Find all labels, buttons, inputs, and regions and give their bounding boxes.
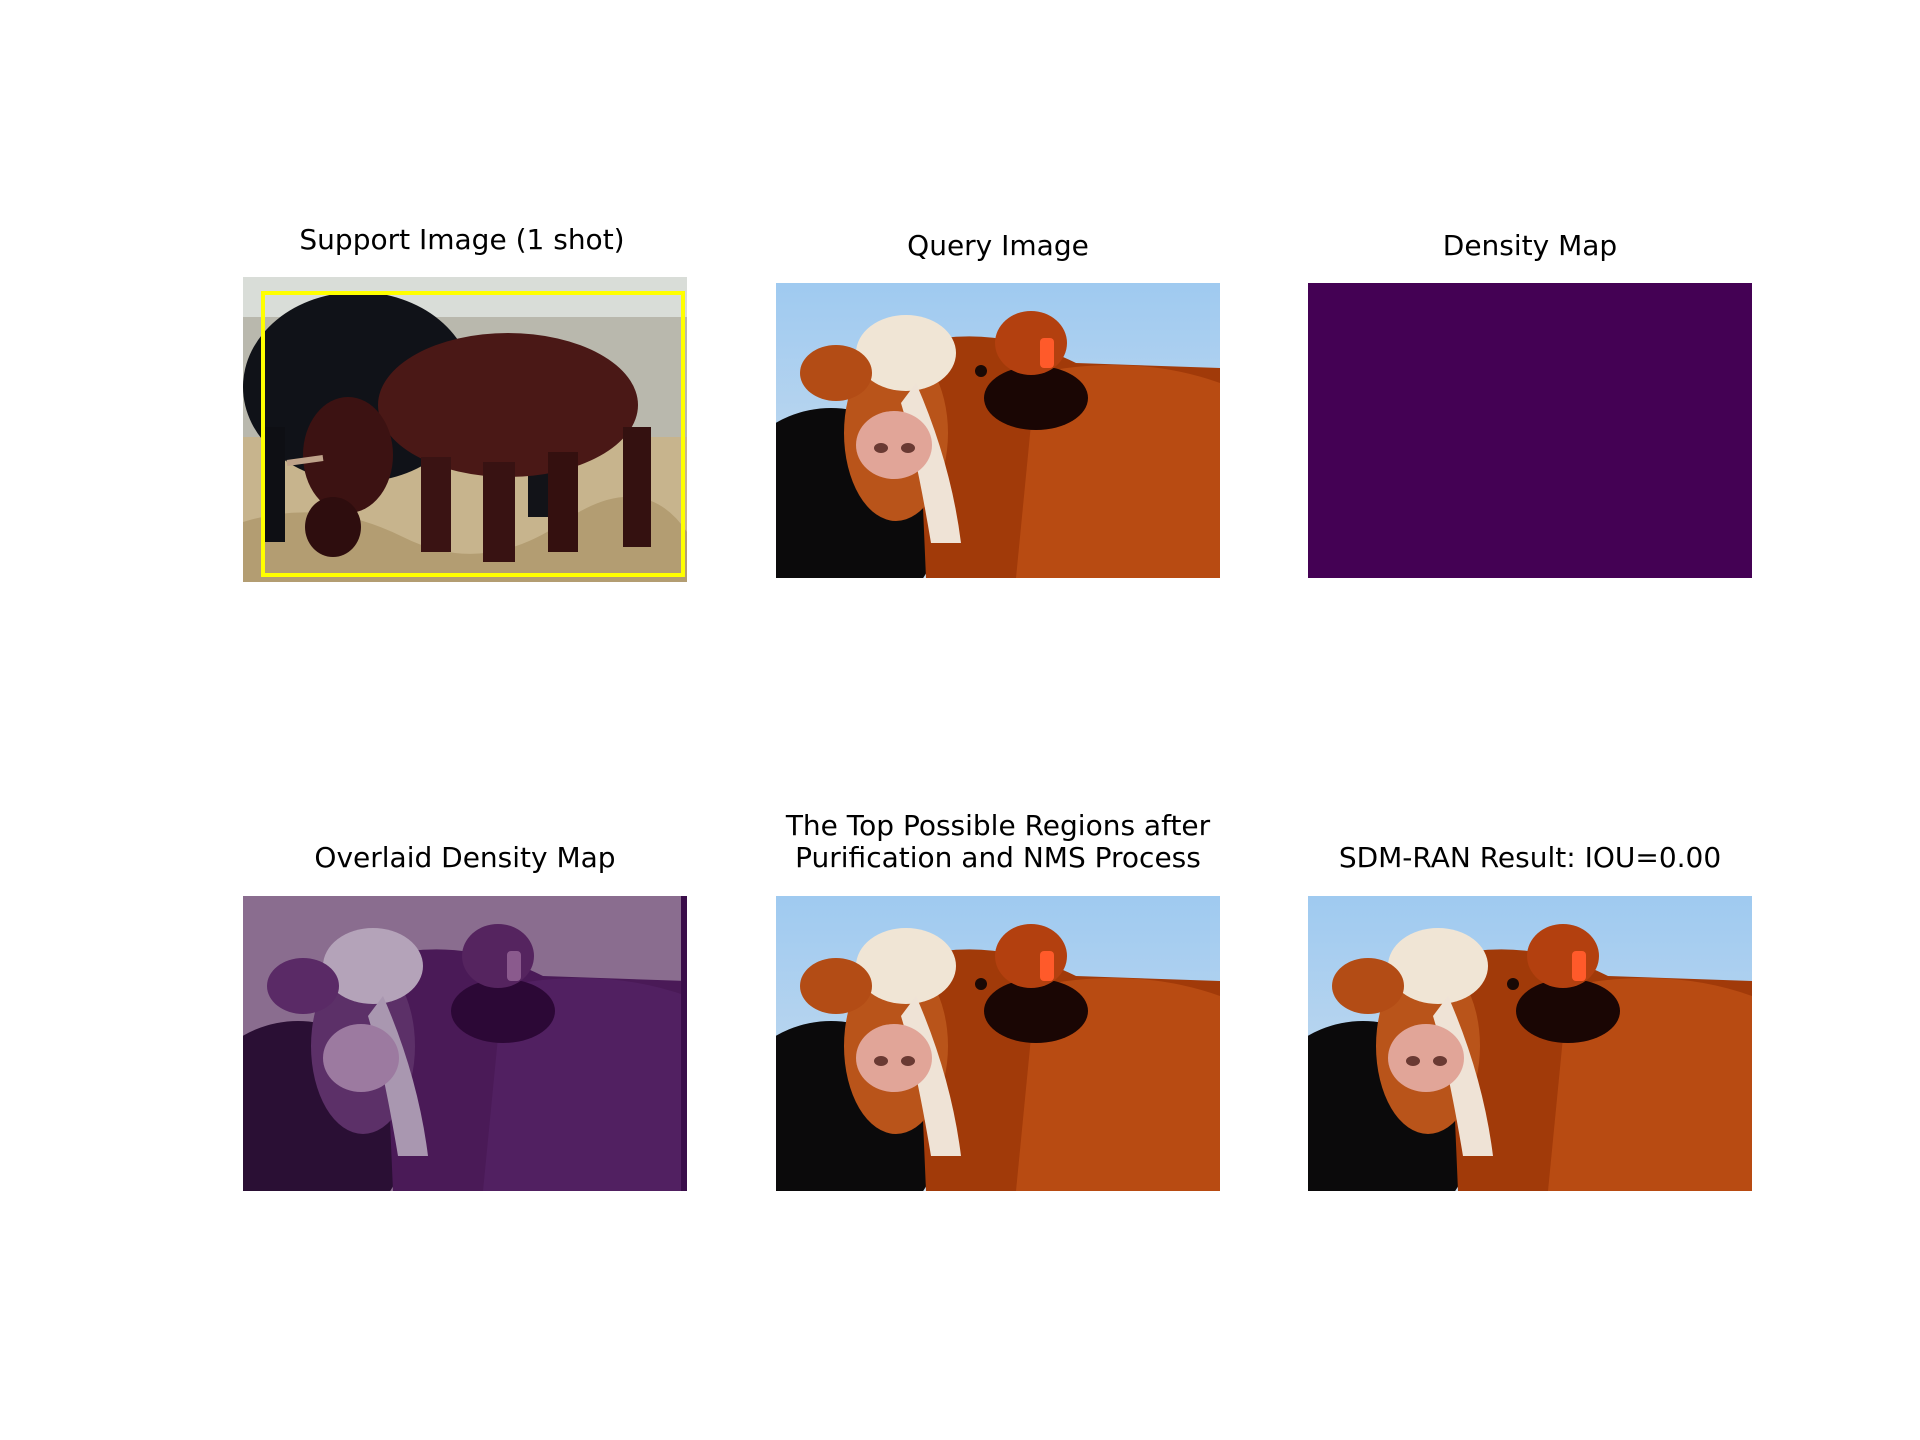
query-image xyxy=(776,283,1220,578)
support-image xyxy=(243,277,687,582)
density-map xyxy=(1308,283,1752,578)
panel-title-query: Query Image xyxy=(907,229,1089,262)
panel-title-top-regions: The Top Possible Regions after Purificat… xyxy=(785,809,1211,874)
panel-title-result: SDM-RAN Result: IOU=0.00 xyxy=(1338,841,1722,874)
top-regions-image xyxy=(776,896,1220,1191)
support-bounding-box xyxy=(261,291,685,577)
panel-title-density: Density Map xyxy=(1442,229,1618,262)
panel-title-support: Support Image (1 shot) xyxy=(299,223,625,256)
overlaid-density-map xyxy=(243,896,687,1191)
panel-title-overlaid: Overlaid Density Map xyxy=(314,841,616,874)
result-image xyxy=(1308,896,1752,1191)
